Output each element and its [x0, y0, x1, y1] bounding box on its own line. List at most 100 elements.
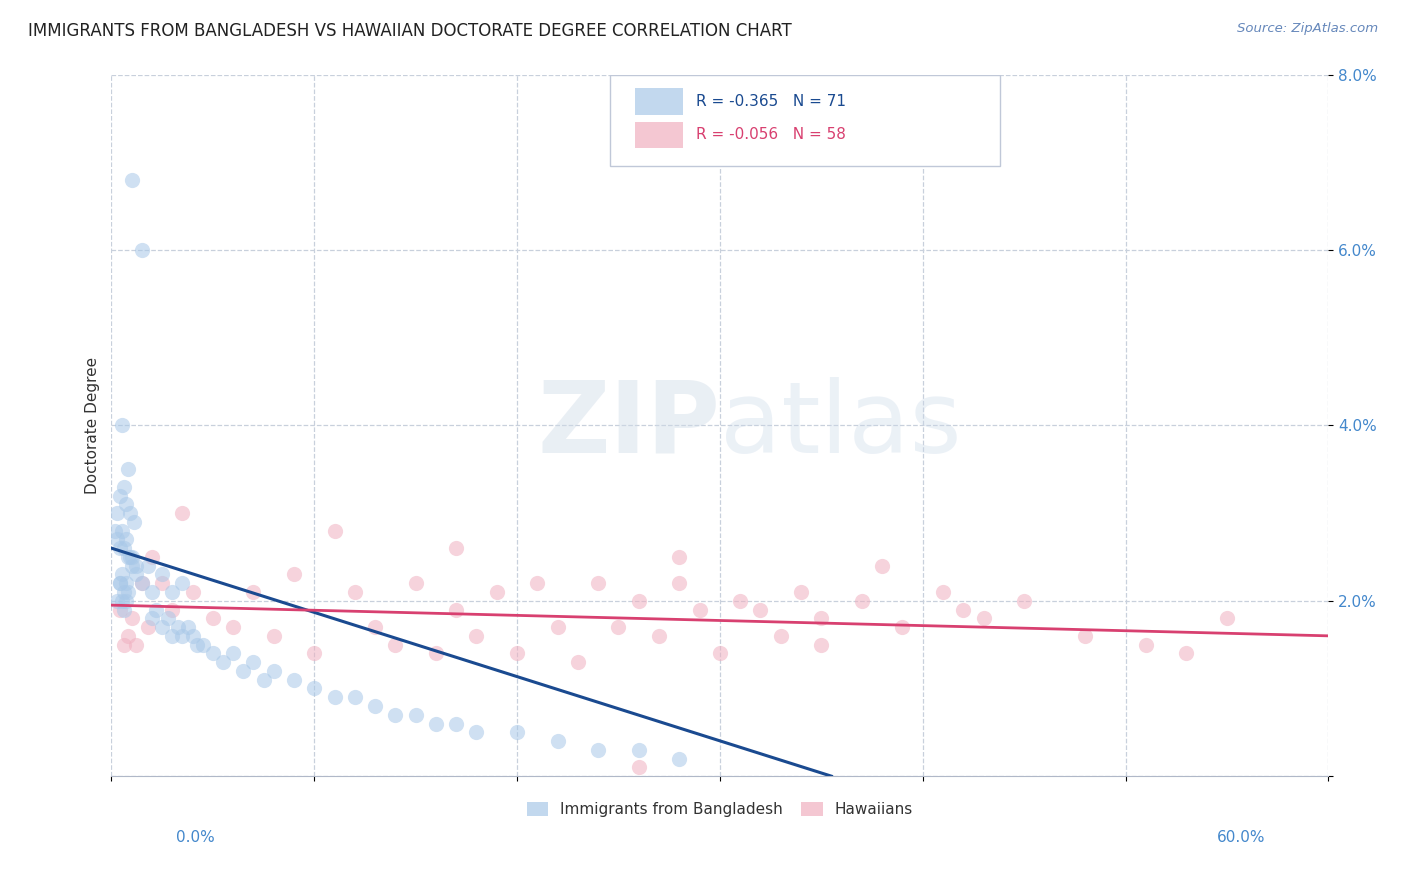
Point — [141, 549, 163, 564]
Point — [141, 585, 163, 599]
Point — [444, 541, 467, 556]
Point — [1175, 646, 1198, 660]
Point — [162, 602, 184, 616]
Point — [167, 620, 190, 634]
Point — [232, 664, 254, 678]
Point — [131, 576, 153, 591]
Point — [343, 690, 366, 705]
Point — [769, 629, 792, 643]
Point — [125, 567, 148, 582]
Point — [465, 725, 488, 739]
Point — [201, 646, 224, 660]
Point — [607, 620, 630, 634]
Point — [668, 576, 690, 591]
Point — [150, 567, 173, 582]
Point — [150, 576, 173, 591]
Point — [283, 673, 305, 687]
Point — [172, 576, 194, 591]
Point — [870, 558, 893, 573]
Point — [749, 602, 772, 616]
Point — [952, 602, 974, 616]
Bar — [634, 87, 683, 114]
Point — [252, 673, 274, 687]
Point — [110, 593, 132, 607]
Point — [242, 655, 264, 669]
Point — [181, 629, 204, 643]
Point — [212, 655, 235, 669]
Point — [444, 716, 467, 731]
Point — [627, 593, 650, 607]
Point — [263, 664, 285, 678]
Point — [145, 602, 167, 616]
Point — [283, 567, 305, 582]
Point — [973, 611, 995, 625]
Point — [668, 549, 690, 564]
Text: atlas: atlas — [720, 376, 962, 474]
Point — [891, 620, 914, 634]
Point — [104, 524, 127, 538]
Point — [302, 646, 325, 660]
Point — [364, 698, 387, 713]
Point — [627, 743, 650, 757]
Point — [121, 558, 143, 573]
Point — [810, 611, 832, 625]
Point — [526, 576, 548, 591]
Point — [323, 524, 346, 538]
Point — [465, 629, 488, 643]
Point — [648, 629, 671, 643]
Point — [110, 418, 132, 433]
Point — [114, 576, 136, 591]
Text: 0.0%: 0.0% — [176, 830, 215, 845]
Point — [181, 585, 204, 599]
Point — [364, 620, 387, 634]
Point — [689, 602, 711, 616]
Point — [302, 681, 325, 696]
Point — [150, 620, 173, 634]
Point — [728, 593, 751, 607]
Point — [384, 638, 406, 652]
Point — [405, 707, 427, 722]
Point — [851, 593, 873, 607]
Point — [112, 638, 135, 652]
Y-axis label: Doctorate Degree: Doctorate Degree — [86, 357, 100, 494]
Point — [668, 751, 690, 765]
Point — [114, 533, 136, 547]
Legend: Immigrants from Bangladesh, Hawaiians: Immigrants from Bangladesh, Hawaiians — [519, 794, 921, 825]
Point — [121, 549, 143, 564]
FancyBboxPatch shape — [610, 75, 1000, 166]
Point — [177, 620, 200, 634]
Point — [485, 585, 508, 599]
Point — [1012, 593, 1035, 607]
Point — [141, 611, 163, 625]
Point — [242, 585, 264, 599]
Point — [547, 620, 569, 634]
Text: R = -0.056   N = 58: R = -0.056 N = 58 — [696, 128, 845, 143]
Point — [191, 638, 214, 652]
Point — [810, 638, 832, 652]
Point — [186, 638, 208, 652]
Point — [110, 567, 132, 582]
Point — [157, 611, 180, 625]
Point — [709, 646, 731, 660]
Point — [118, 506, 141, 520]
Point — [1135, 638, 1157, 652]
Point — [108, 602, 131, 616]
Point — [108, 576, 131, 591]
Point — [627, 760, 650, 774]
Point — [384, 707, 406, 722]
Point — [107, 593, 129, 607]
Point — [114, 593, 136, 607]
Point — [112, 480, 135, 494]
Point — [1074, 629, 1097, 643]
Text: ZIP: ZIP — [537, 376, 720, 474]
Point — [110, 524, 132, 538]
Point — [567, 655, 589, 669]
Point — [201, 611, 224, 625]
Point — [108, 541, 131, 556]
Bar — [634, 121, 683, 148]
Point — [136, 620, 159, 634]
Point — [425, 716, 447, 731]
Point — [172, 629, 194, 643]
Point — [444, 602, 467, 616]
Point — [343, 585, 366, 599]
